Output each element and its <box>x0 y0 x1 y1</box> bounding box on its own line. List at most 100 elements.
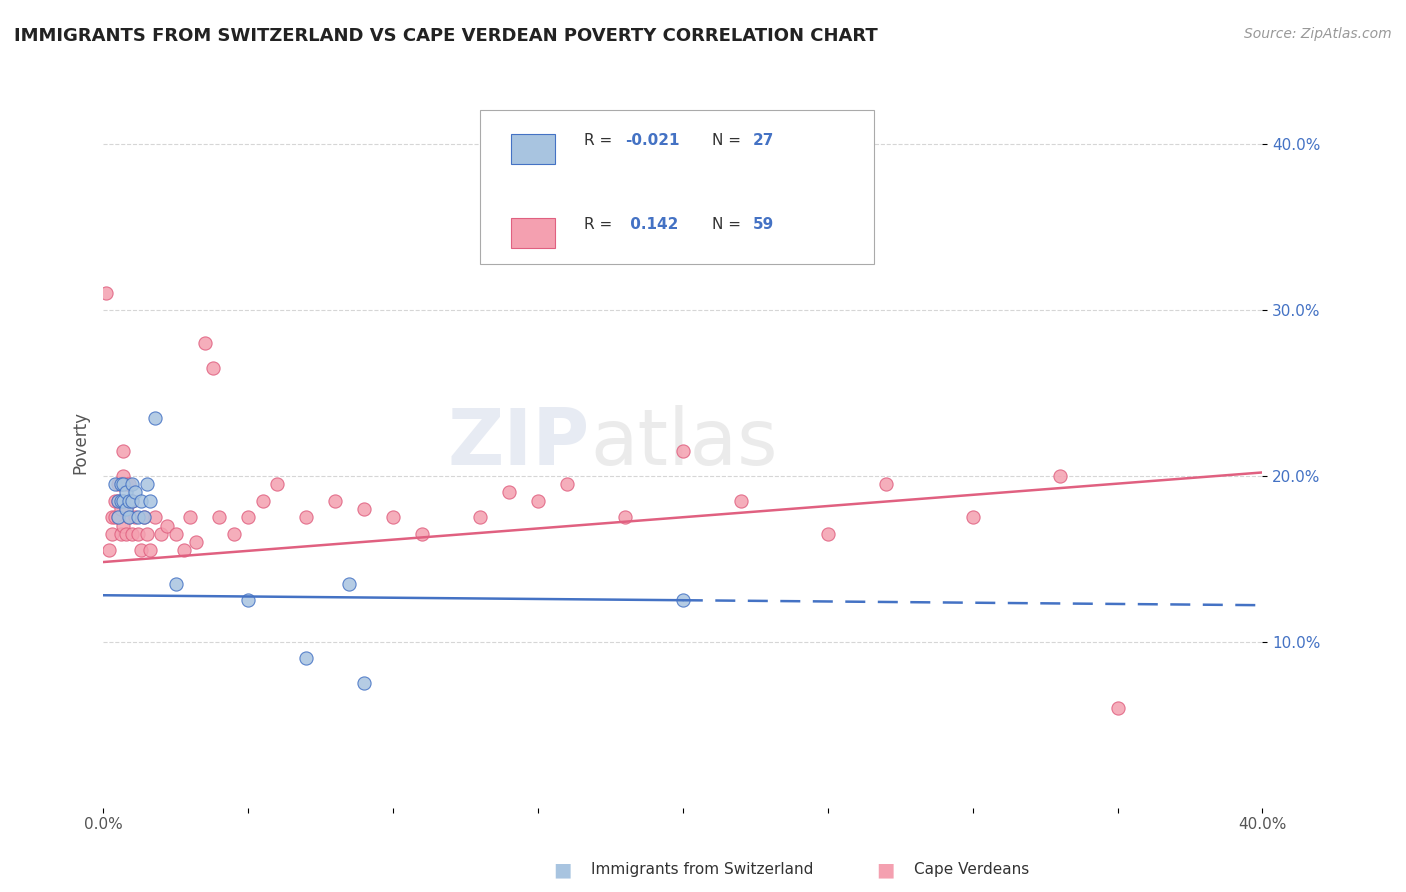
Point <box>135 526 157 541</box>
Text: Cape Verdeans: Cape Verdeans <box>914 863 1029 877</box>
Point <box>165 576 187 591</box>
Point <box>112 477 135 491</box>
Point <box>138 543 160 558</box>
Point <box>381 510 404 524</box>
Point <box>613 510 636 524</box>
Text: ZIP: ZIP <box>447 405 591 481</box>
Point <box>236 510 259 524</box>
Point <box>118 477 141 491</box>
Point <box>127 526 149 541</box>
Point <box>339 576 361 591</box>
Text: N =: N = <box>711 218 745 233</box>
Text: Immigrants from Switzerland: Immigrants from Switzerland <box>591 863 813 877</box>
Point <box>498 485 520 500</box>
Point <box>845 186 868 201</box>
Point <box>129 543 152 558</box>
Point <box>112 443 135 458</box>
Point <box>208 510 231 524</box>
Point <box>143 510 166 524</box>
Point <box>527 493 550 508</box>
Point <box>135 477 157 491</box>
Point <box>1049 468 1071 483</box>
Point <box>468 510 491 524</box>
Point <box>107 493 129 508</box>
Point <box>295 510 318 524</box>
Point <box>127 510 149 524</box>
Point <box>107 510 129 524</box>
Point <box>115 485 138 500</box>
Point <box>193 336 215 351</box>
Point <box>107 477 129 491</box>
Point <box>121 493 143 508</box>
Point <box>165 526 187 541</box>
Text: Source: ZipAtlas.com: Source: ZipAtlas.com <box>1244 27 1392 41</box>
Point <box>110 502 132 516</box>
Point <box>672 443 695 458</box>
Point <box>179 510 201 524</box>
Point <box>118 493 141 508</box>
Point <box>110 526 132 541</box>
Point <box>295 651 318 665</box>
Point <box>112 518 135 533</box>
Point <box>1107 701 1129 715</box>
Text: ■: ■ <box>876 860 896 880</box>
Point <box>132 510 155 524</box>
Point <box>121 477 143 491</box>
FancyBboxPatch shape <box>512 218 555 248</box>
Point <box>118 510 141 524</box>
Point <box>115 526 138 541</box>
Point <box>104 477 127 491</box>
Point <box>817 526 839 541</box>
Point <box>107 493 129 508</box>
Point <box>353 676 375 690</box>
Point <box>236 593 259 607</box>
Point <box>132 510 155 524</box>
Point <box>672 593 695 607</box>
Point <box>104 510 127 524</box>
Point <box>121 493 143 508</box>
Text: -0.021: -0.021 <box>624 134 679 148</box>
Text: 0.142: 0.142 <box>624 218 678 233</box>
Text: N =: N = <box>711 134 745 148</box>
Point <box>150 526 173 541</box>
Point <box>101 526 124 541</box>
Y-axis label: Poverty: Poverty <box>72 411 89 474</box>
Point <box>115 477 138 491</box>
Point <box>110 493 132 508</box>
Point <box>129 493 152 508</box>
Point <box>101 510 124 524</box>
Point <box>94 286 117 301</box>
Point <box>97 543 120 558</box>
Point <box>222 526 245 541</box>
Point <box>252 493 274 508</box>
Point <box>875 477 897 491</box>
Point <box>184 535 207 549</box>
Point <box>110 477 132 491</box>
Point <box>173 543 195 558</box>
Point <box>124 510 146 524</box>
Point <box>202 360 225 375</box>
Text: ■: ■ <box>553 860 572 880</box>
Point <box>107 510 129 524</box>
Point <box>138 493 160 508</box>
Point <box>156 518 179 533</box>
Point <box>323 493 346 508</box>
Point <box>115 502 138 516</box>
Point <box>118 510 141 524</box>
Point <box>143 410 166 425</box>
Point <box>353 502 375 516</box>
Text: R =: R = <box>585 134 617 148</box>
Point <box>730 493 752 508</box>
Point <box>962 510 984 524</box>
Point <box>115 502 138 516</box>
Point <box>104 493 127 508</box>
Text: R =: R = <box>585 218 617 233</box>
Text: atlas: atlas <box>591 405 778 481</box>
FancyBboxPatch shape <box>512 134 555 163</box>
Point <box>124 485 146 500</box>
Point <box>555 477 578 491</box>
Text: IMMIGRANTS FROM SWITZERLAND VS CAPE VERDEAN POVERTY CORRELATION CHART: IMMIGRANTS FROM SWITZERLAND VS CAPE VERD… <box>14 27 877 45</box>
Text: 59: 59 <box>752 218 773 233</box>
Point <box>112 468 135 483</box>
Point <box>121 526 143 541</box>
